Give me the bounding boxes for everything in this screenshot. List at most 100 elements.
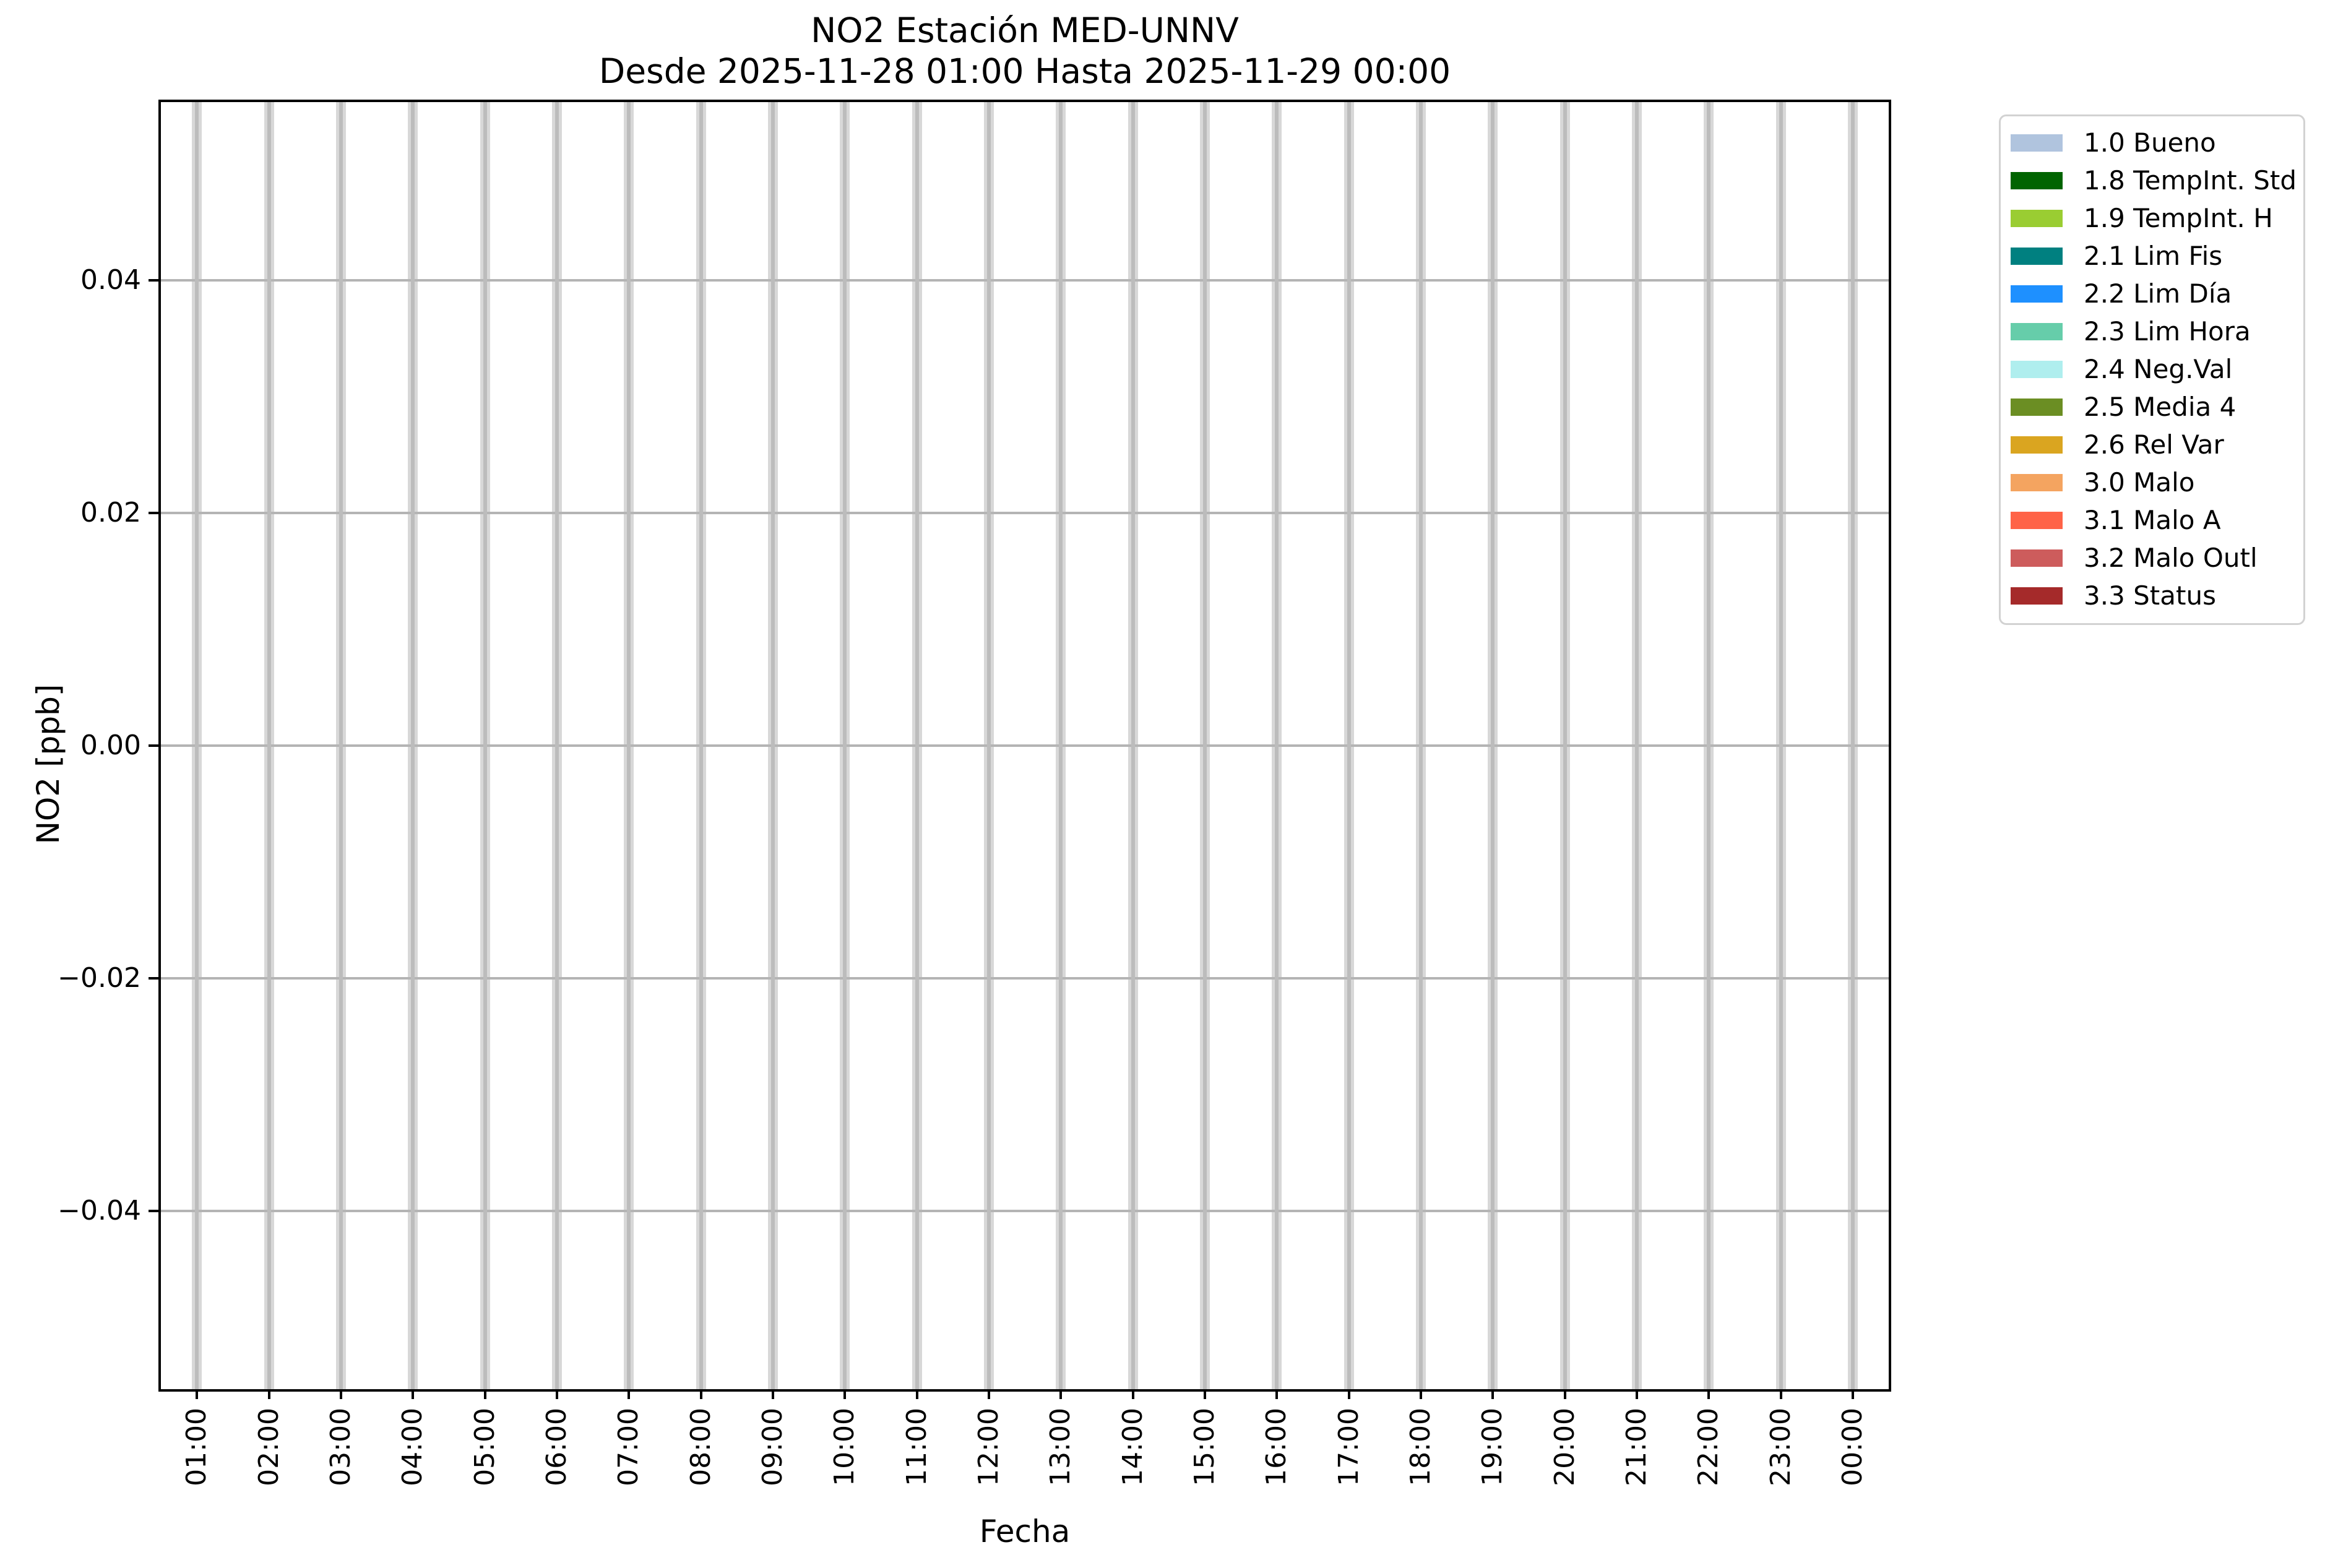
x-tick-label: 01:00 <box>181 1408 213 1486</box>
legend-label: 2.6 Rel Var <box>2084 429 2224 460</box>
legend-swatch <box>2011 549 2063 567</box>
y-tick-mark <box>149 744 158 747</box>
legend: 1.0 Bueno 1.8 TempInt. Std 1.9 TempInt. H 2… <box>1999 114 2305 625</box>
legend-swatch <box>2011 436 2063 454</box>
legend-swatch <box>2011 134 2063 152</box>
legend-item: 2.2 Lim Día <box>2011 275 2303 312</box>
x-gridline <box>1491 102 1495 1389</box>
x-tick-mark <box>1275 1389 1279 1399</box>
legend-swatch <box>2011 398 2063 416</box>
x-gridline <box>1634 102 1639 1389</box>
legend-label: 1.8 TempInt. Std <box>2084 165 2297 196</box>
legend-item: 2.3 Lim Hora <box>2011 312 2303 350</box>
legend-label: 2.4 Neg.Val <box>2084 353 2233 384</box>
x-tick-label: 07:00 <box>613 1408 645 1486</box>
x-tick-label: 21:00 <box>1620 1408 1652 1486</box>
x-tick-label: 04:00 <box>397 1408 429 1486</box>
legend-item: 2.1 Lim Fis <box>2011 237 2303 275</box>
y-tick-label: −0.02 <box>58 962 141 994</box>
x-tick-mark <box>699 1389 702 1399</box>
legend-item: 1.8 TempInt. Std <box>2011 162 2303 199</box>
legend-item: 3.3 Status <box>2011 577 2303 614</box>
y-axis-label: NO2 [ppb] <box>30 684 66 845</box>
x-gridline <box>195 102 199 1389</box>
chart-title: NO2 Estación MED-UNNV <box>811 11 1239 50</box>
plot-area <box>158 100 1891 1392</box>
x-gridline <box>627 102 631 1389</box>
x-gridline <box>699 102 703 1389</box>
x-gridline <box>1059 102 1063 1389</box>
chart-title-block: NO2 Estación MED-UNNV Desde 2025-11-28 0… <box>161 10 1889 92</box>
legend-swatch <box>2011 511 2063 529</box>
legend-swatch <box>2011 171 2063 189</box>
x-tick-label: 02:00 <box>252 1408 285 1486</box>
y-gridline <box>161 278 1889 282</box>
x-tick-label: 15:00 <box>1188 1408 1220 1486</box>
x-gridline <box>1131 102 1135 1389</box>
legend-item: 2.4 Neg.Val <box>2011 350 2303 388</box>
legend-label: 2.1 Lim Fis <box>2084 240 2223 271</box>
y-tick-mark <box>149 977 158 980</box>
legend-label: 3.3 Status <box>2084 580 2216 611</box>
x-tick-label: 18:00 <box>1404 1408 1436 1486</box>
x-tick-label: 00:00 <box>1836 1408 1868 1486</box>
y-tick-label: 0.00 <box>80 730 141 761</box>
x-tick-label: 12:00 <box>972 1408 1004 1486</box>
legend-item: 2.6 Rel Var <box>2011 426 2303 463</box>
legend-item: 3.1 Malo A <box>2011 501 2303 539</box>
x-tick-label: 09:00 <box>756 1408 788 1486</box>
x-tick-label: 16:00 <box>1261 1408 1293 1486</box>
legend-label: 3.2 Malo Outl <box>2084 542 2258 573</box>
x-gridline <box>986 102 991 1389</box>
legend-item: 2.5 Media 4 <box>2011 388 2303 426</box>
x-tick-mark <box>1131 1389 1134 1399</box>
x-tick-mark <box>267 1389 270 1399</box>
x-tick-mark <box>1419 1389 1422 1399</box>
x-gridline <box>411 102 415 1389</box>
x-tick-label: 22:00 <box>1693 1408 1725 1486</box>
legend-item: 3.0 Malo <box>2011 463 2303 501</box>
x-tick-mark <box>915 1389 918 1399</box>
y-tick-label: 0.02 <box>80 496 141 528</box>
x-tick-mark <box>1059 1389 1063 1399</box>
x-gridline <box>1850 102 1855 1389</box>
x-gridline <box>267 102 271 1389</box>
x-tick-mark <box>1635 1389 1638 1399</box>
y-gridline <box>161 1210 1889 1213</box>
legend-swatch <box>2011 322 2063 340</box>
legend-swatch <box>2011 473 2063 491</box>
x-tick-label: 23:00 <box>1764 1408 1797 1486</box>
x-tick-mark <box>628 1389 631 1399</box>
y-gridline <box>161 744 1889 747</box>
x-tick-mark <box>483 1389 486 1399</box>
x-tick-label: 14:00 <box>1116 1408 1149 1486</box>
x-gridline <box>483 102 487 1389</box>
x-tick-mark <box>771 1389 774 1399</box>
x-tick-label: 03:00 <box>324 1408 356 1486</box>
legend-swatch <box>2011 247 2063 265</box>
x-gridline <box>1563 102 1567 1389</box>
x-tick-label: 06:00 <box>540 1408 572 1486</box>
x-tick-label: 20:00 <box>1548 1408 1581 1486</box>
legend-label: 1.0 Bueno <box>2084 127 2216 158</box>
legend-swatch <box>2011 360 2063 378</box>
y-tick-mark <box>149 1210 158 1213</box>
chart-subtitle: Desde 2025-11-28 01:00 Hasta 2025-11-29 … <box>598 51 1451 91</box>
x-gridline <box>554 102 559 1389</box>
y-tick-label: −0.04 <box>58 1195 141 1227</box>
x-gridline <box>1202 102 1207 1389</box>
x-gridline <box>1418 102 1423 1389</box>
legend-label: 2.2 Lim Día <box>2084 278 2232 309</box>
x-gridline <box>1779 102 1783 1389</box>
x-tick-label: 19:00 <box>1477 1408 1509 1486</box>
legend-item: 1.9 TempInt. H <box>2011 199 2303 237</box>
x-axis-label: Fecha <box>979 1514 1071 1549</box>
x-tick-label: 05:00 <box>468 1408 501 1486</box>
legend-label: 2.3 Lim Hora <box>2084 316 2251 347</box>
legend-swatch <box>2011 587 2063 605</box>
legend-label: 3.1 Malo A <box>2084 504 2221 535</box>
legend-label: 2.5 Media 4 <box>2084 391 2237 422</box>
x-tick-label: 13:00 <box>1045 1408 1077 1486</box>
legend-item: 1.0 Bueno <box>2011 124 2303 162</box>
